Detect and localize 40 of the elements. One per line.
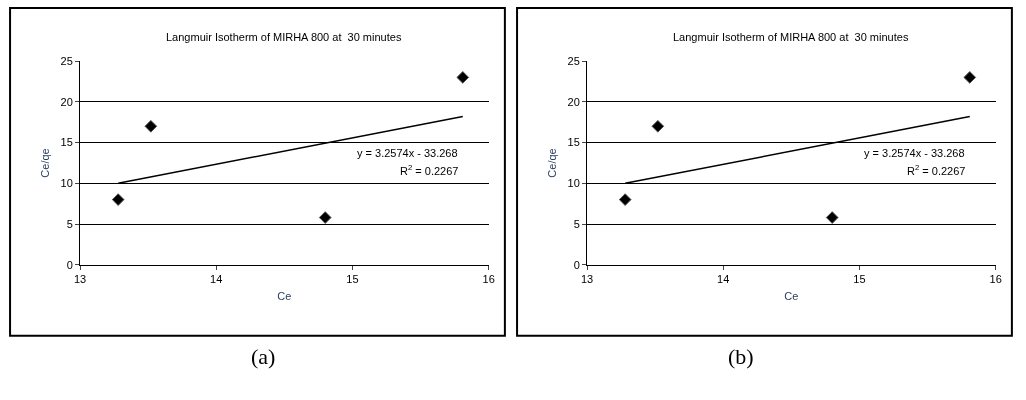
x-axis-title: Ce bbox=[784, 290, 799, 303]
y-tick-label: 20 bbox=[567, 95, 580, 108]
point bbox=[825, 211, 839, 224]
y-axis-title: Ce/qe bbox=[546, 148, 559, 178]
y-tick-label: 5 bbox=[573, 217, 580, 230]
point bbox=[651, 119, 665, 133]
y-tick-label: 20 bbox=[60, 95, 73, 108]
text: (b) bbox=[728, 344, 754, 369]
chart-title: Langmuir Isotherm of MIRHA 800 at 30 minutes bbox=[673, 31, 909, 43]
point bbox=[111, 193, 125, 206]
x-axis-title: Ce bbox=[277, 290, 292, 303]
x-tick-label: 16 bbox=[482, 273, 495, 285]
x-tick-label: 15 bbox=[853, 273, 866, 285]
annotation: R$^{2}$ = 0.2267 bbox=[907, 163, 966, 177]
y-tick-label: 15 bbox=[60, 136, 73, 149]
x-tick-label: 15 bbox=[346, 273, 359, 285]
text: (a) bbox=[251, 344, 276, 369]
point bbox=[963, 71, 977, 84]
y-tick-label: 15 bbox=[567, 136, 580, 149]
y-axis-title: Ce/qe bbox=[39, 148, 52, 178]
y-tick-label: 0 bbox=[573, 258, 580, 271]
x-tick-label: 13 bbox=[580, 273, 594, 285]
y-tick-label: 25 bbox=[60, 54, 73, 67]
annotation: y = 3.2574x - 33.268 bbox=[864, 147, 965, 159]
annotation: R$^{2}$ = 0.2267 bbox=[400, 163, 459, 177]
chart-title: Langmuir Isotherm of MIRHA 800 at 30 minutes bbox=[166, 31, 402, 43]
y-tick-label: 25 bbox=[567, 54, 580, 67]
point bbox=[618, 193, 632, 206]
y-tick-label: 0 bbox=[66, 258, 73, 271]
y-tick-label: 10 bbox=[60, 177, 73, 190]
point bbox=[144, 119, 158, 133]
x-tick-label: 14 bbox=[210, 273, 223, 285]
point bbox=[318, 211, 332, 224]
annotation: y = 3.2574x - 33.268 bbox=[357, 147, 458, 159]
y-tick-label: 10 bbox=[567, 177, 580, 190]
y-tick-label: 5 bbox=[66, 217, 73, 230]
x-tick-label: 16 bbox=[989, 273, 1002, 285]
x-tick-label: 13 bbox=[73, 273, 87, 285]
point bbox=[456, 71, 470, 84]
x-tick-label: 14 bbox=[717, 273, 730, 285]
